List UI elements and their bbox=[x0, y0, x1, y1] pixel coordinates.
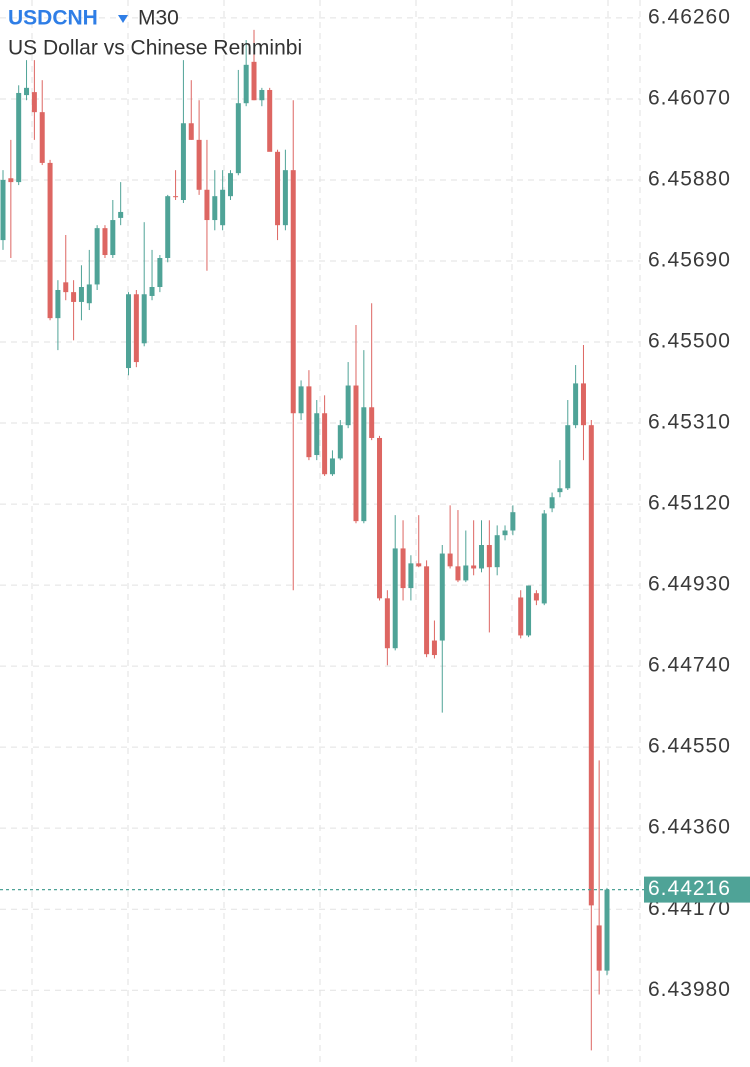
y-tick-label: 6.46260 bbox=[648, 5, 731, 28]
candle-body bbox=[377, 437, 383, 599]
y-tick-label: 6.45500 bbox=[648, 330, 731, 353]
candle-body bbox=[118, 211, 124, 218]
candle-body bbox=[63, 282, 69, 293]
timeframe[interactable]: M30 bbox=[138, 7, 179, 30]
y-tick-label: 6.45880 bbox=[648, 168, 731, 191]
candle-body bbox=[126, 294, 132, 369]
candle-body bbox=[439, 553, 445, 641]
candle-body bbox=[322, 413, 328, 475]
candle-body bbox=[329, 458, 335, 475]
candle-body bbox=[573, 383, 579, 426]
candle-body bbox=[416, 563, 422, 567]
candle-body bbox=[314, 413, 320, 456]
candle-body bbox=[345, 385, 351, 426]
candle-body bbox=[275, 151, 281, 226]
candle-body bbox=[227, 173, 233, 197]
candle-body bbox=[290, 170, 296, 414]
candle-body bbox=[447, 553, 453, 567]
candle-body bbox=[267, 89, 273, 152]
candle-body bbox=[549, 497, 555, 509]
candle-body bbox=[94, 228, 100, 285]
candle-body bbox=[298, 386, 304, 414]
candle-body bbox=[133, 294, 139, 363]
candle-body bbox=[212, 196, 218, 221]
candle-body bbox=[282, 170, 288, 226]
candle-body bbox=[541, 513, 547, 604]
candle-body bbox=[204, 189, 210, 221]
candle-body bbox=[588, 425, 594, 906]
candle-body bbox=[400, 548, 406, 589]
candle-body bbox=[220, 189, 226, 226]
candle-body bbox=[526, 585, 532, 636]
y-tick-label: 6.43980 bbox=[648, 978, 731, 1001]
candle-body bbox=[502, 530, 508, 536]
y-tick-label: 6.45120 bbox=[648, 492, 731, 515]
candle-body bbox=[580, 383, 586, 426]
candle-body bbox=[353, 385, 359, 522]
y-tick-label: 6.46070 bbox=[648, 86, 731, 109]
candle-body bbox=[557, 488, 563, 493]
candle-body bbox=[24, 87, 30, 96]
symbol[interactable]: USDCNH bbox=[8, 7, 98, 30]
candle-body bbox=[431, 640, 437, 656]
candle-body bbox=[361, 407, 367, 522]
subtitle: US Dollar vs Chinese Renminbi bbox=[8, 37, 302, 60]
candle-body bbox=[455, 566, 461, 581]
candle-body bbox=[71, 292, 77, 302]
candle-body bbox=[165, 196, 171, 259]
last-price-label: 6.44216 bbox=[648, 877, 731, 900]
candle-body bbox=[384, 598, 390, 649]
candle-body bbox=[478, 545, 484, 569]
candle-body bbox=[471, 565, 477, 569]
candle-body bbox=[518, 597, 524, 636]
candle-body bbox=[337, 425, 343, 459]
candle-body bbox=[392, 548, 398, 649]
candle-body bbox=[16, 92, 22, 183]
y-tick-label: 6.44550 bbox=[648, 735, 731, 758]
candle-body bbox=[55, 289, 61, 319]
candle-body bbox=[196, 139, 202, 190]
candle-body bbox=[306, 386, 312, 458]
candle-body bbox=[235, 103, 241, 174]
candle-body bbox=[86, 284, 92, 304]
candle-body bbox=[0, 179, 6, 241]
y-tick-label: 6.44740 bbox=[648, 654, 731, 677]
candle-body bbox=[110, 220, 116, 256]
candle-body bbox=[565, 425, 571, 489]
candle-body bbox=[180, 123, 186, 201]
candle-body bbox=[251, 61, 257, 101]
y-tick-label: 6.45690 bbox=[648, 249, 731, 272]
candle-body bbox=[533, 593, 539, 601]
candle-body bbox=[78, 287, 84, 302]
candle-body bbox=[243, 64, 249, 104]
candle-body bbox=[102, 228, 108, 256]
candle-body bbox=[369, 407, 375, 438]
y-tick-label: 6.45310 bbox=[648, 411, 731, 434]
candle-body bbox=[47, 162, 53, 319]
y-tick-label: 6.44930 bbox=[648, 573, 731, 596]
candle-body bbox=[604, 889, 610, 971]
candle-body bbox=[173, 196, 179, 198]
candle-body bbox=[188, 123, 194, 140]
candle-body bbox=[408, 563, 414, 589]
candle-body bbox=[141, 294, 147, 344]
candle-body bbox=[31, 92, 37, 113]
candle-body bbox=[149, 287, 155, 296]
y-tick-label: 6.44360 bbox=[648, 816, 731, 839]
candle-body bbox=[157, 258, 163, 288]
candle-body bbox=[463, 565, 469, 581]
candle-body bbox=[596, 925, 602, 971]
candle-body bbox=[486, 545, 492, 568]
candle-body bbox=[424, 566, 430, 655]
candle-body bbox=[494, 535, 500, 568]
candle-body bbox=[8, 178, 14, 183]
candle-body bbox=[510, 512, 516, 531]
candle-body bbox=[39, 112, 45, 163]
candle-body bbox=[259, 89, 265, 101]
last-price-box bbox=[644, 876, 750, 903]
time-grid bbox=[31, 0, 641, 1067]
symbol-dropdown[interactable] bbox=[118, 15, 128, 23]
